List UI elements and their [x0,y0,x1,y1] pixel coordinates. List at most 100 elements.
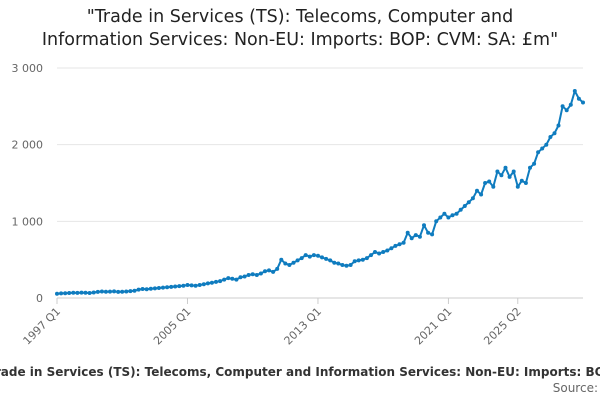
data-point [434,219,439,224]
data-point [246,273,251,277]
data-point [344,263,349,268]
data-point [556,123,561,128]
data-point [275,266,280,271]
data-point [193,283,198,288]
data-point [55,291,59,296]
data-point [205,281,210,286]
data-point [242,274,247,279]
data-point [560,104,565,109]
source-note: Source: [552,381,598,395]
data-point [116,289,121,294]
data-point [95,289,100,294]
data-point [307,254,312,259]
data-point [552,131,557,136]
y-tick-label: 0 [36,292,43,305]
data-point [385,248,390,253]
data-point [328,258,333,263]
data-point [169,284,174,289]
data-point [226,276,231,281]
data-point [59,291,64,296]
data-point [156,286,161,290]
data-point [503,165,508,170]
y-tick-label: 1 000 [12,215,44,228]
data-point [393,243,398,248]
data-point [140,287,145,291]
data-point [491,184,496,189]
data-point [99,289,104,294]
data-point [572,89,577,93]
data-point [564,108,569,113]
data-point [173,284,178,289]
x-tick-label: 2025 Q2 [481,305,524,348]
data-point [332,260,337,265]
data-point [67,291,72,295]
data-point [267,268,271,273]
data-point [540,146,545,151]
x-tick-label: 2013 Q1 [282,305,325,348]
y-tick-label: 2 000 [12,139,44,152]
data-point [320,255,324,260]
data-point [413,233,418,238]
data-point [132,288,137,293]
legend-label: Trade in Services (TS): Telecoms, Comput… [0,365,600,379]
data-point [295,258,300,263]
data-point [234,277,239,282]
data-point [144,287,149,292]
data-point [91,290,96,295]
data-point [250,272,255,277]
data-point [352,259,357,264]
chart-title-line-1: "Trade in Services (TS): Telecoms, Compu… [86,7,514,27]
data-point [426,230,431,235]
data-point [283,261,288,266]
data-point [495,169,500,174]
data-point [511,169,516,174]
chart-legend: Trade in Services (TS): Telecoms, Comput… [0,365,600,379]
data-point [389,246,394,251]
data-point [576,96,581,101]
data-point [458,207,463,212]
data-point [201,282,206,287]
y-tick-label: 3 000 [12,62,44,75]
data-point [263,269,267,274]
data-point [519,178,524,183]
data-point [507,174,512,179]
data-point [479,192,484,197]
data-point [438,215,443,220]
data-point [470,196,475,201]
data-point [63,291,68,296]
x-tick-label: 2021 Q1 [412,305,455,348]
data-point [214,279,218,284]
data-point [430,232,435,237]
data-point [83,290,88,295]
data-point [303,253,308,258]
data-point [79,290,84,295]
data-point [279,257,284,262]
data-point [466,200,471,205]
data-point [442,211,447,216]
data-point [446,215,451,220]
data-point [523,181,528,185]
data-point [377,251,382,256]
data-point [238,275,243,280]
data-point [120,289,125,294]
data-point [165,285,170,290]
data-point [218,279,223,284]
data-point [397,242,402,247]
data-point [128,289,133,294]
data-point [422,223,426,228]
data-point [161,285,165,290]
data-point [324,256,329,261]
data-point [299,256,304,261]
data-point [316,253,320,258]
data-point [287,263,292,267]
data-point [568,102,573,107]
series-line [56,90,584,295]
data-point [487,179,492,184]
data-point [409,236,414,241]
data-point [254,273,259,277]
data-point [450,213,455,218]
data-point [291,260,296,265]
data-point [536,150,541,155]
data-point [185,283,190,287]
